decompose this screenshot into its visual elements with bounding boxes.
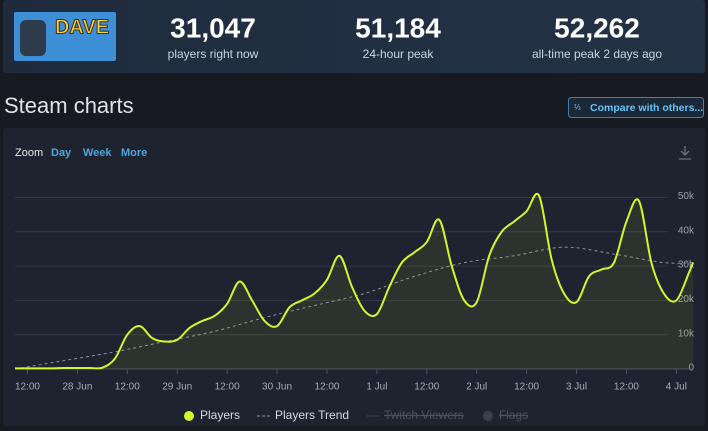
y-tick-label: 50k: [678, 191, 695, 202]
x-tick-label: 12:00: [215, 382, 240, 393]
series-line: [14, 246, 694, 370]
stat-value: 52,262: [554, 12, 640, 43]
zoom-label: Zoom: [15, 147, 43, 159]
y-tick-label: 30k: [678, 260, 695, 271]
x-tick-label: 4 Jul: [666, 382, 687, 393]
x-tick-label: 2 Jul: [466, 382, 487, 393]
section-title: Steam charts: [4, 93, 134, 118]
legend-label[interactable]: Players: [200, 408, 240, 422]
y-tick-label: 0: [688, 363, 694, 374]
x-tick-label: 12:00: [115, 382, 140, 393]
x-tick-label: 12:00: [314, 382, 339, 393]
series-line: [15, 192, 694, 370]
stat-value: 31,047: [170, 12, 256, 43]
x-tick-label: 30 Jun: [262, 382, 292, 393]
x-tick-label: 29 Jun: [162, 382, 192, 393]
zoom-option[interactable]: More: [121, 147, 147, 159]
x-tick-label: 3 Jul: [566, 382, 587, 393]
stat-value: 51,184: [355, 12, 441, 43]
x-tick-label: 12:00: [614, 382, 639, 393]
zoom-option[interactable]: Week: [83, 147, 112, 159]
legend-symbol: [184, 411, 194, 421]
legend-label[interactable]: Players Trend: [275, 408, 349, 422]
stat-label: 24-hour peak: [363, 47, 435, 61]
compare-button-label: Compare with others...: [590, 102, 703, 114]
header-panel: [3, 0, 705, 73]
legend-symbol: [482, 411, 493, 421]
y-tick-label: 40k: [678, 225, 695, 236]
download-icon[interactable]: [679, 146, 691, 160]
legend-label-hidden[interactable]: Flags: [499, 408, 528, 422]
chart-panel: [3, 128, 705, 426]
legend-label-hidden[interactable]: Twitch Viewers: [384, 408, 464, 422]
compare-button[interactable]: [568, 97, 704, 118]
x-tick-label: 28 Jun: [62, 382, 92, 393]
compare-icon: ⅓: [574, 103, 581, 112]
logo-text: DAVE: [55, 16, 109, 38]
x-tick-label: 12:00: [514, 382, 539, 393]
x-tick-label: 12:00: [15, 382, 40, 393]
image-figure: [20, 20, 46, 56]
x-tick-label: 1 Jul: [366, 382, 387, 393]
y-tick-label: 20k: [678, 294, 695, 305]
x-tick-label: 12:00: [414, 382, 439, 393]
stat-label: players right now: [168, 47, 259, 61]
zoom-option[interactable]: Day: [51, 147, 72, 159]
stat-label: all-time peak 2 days ago: [532, 47, 662, 61]
series-area: [15, 193, 693, 369]
y-tick-label: 10k: [678, 328, 695, 339]
